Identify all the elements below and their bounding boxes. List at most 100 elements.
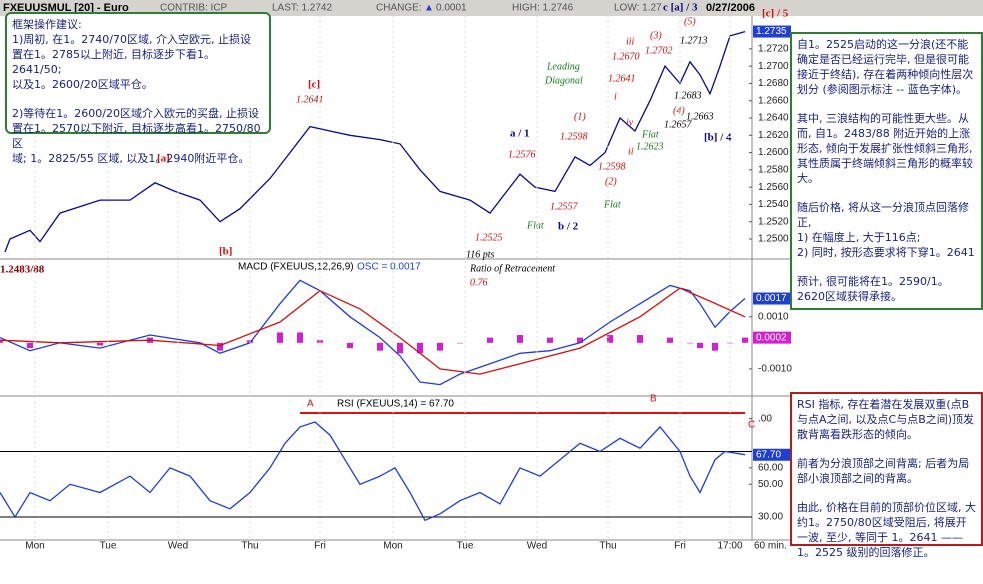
contrib: CONTRIB: ICP (160, 3, 228, 14)
x-axis-label: 60 min. (754, 541, 787, 552)
x-tick-label: Wed (168, 541, 188, 552)
annotation: b / 2 (558, 221, 579, 233)
x-tick-label: Mon (25, 541, 44, 552)
y-tick-label: 1.2680 (758, 78, 789, 89)
note-paragraph: 置在1。2785以上附近, 目标逐步下看1。2641/50; (12, 48, 215, 76)
y-tick-label: 1.2560 (758, 182, 789, 193)
note-paragraph: 以及1。2600/20区域平仓。 (12, 78, 153, 91)
last: LAST: 1.2742 (272, 3, 332, 14)
annotation: [a] (157, 153, 170, 165)
note-paragraph: 其中, 三浪结构的可能性更大些。从而, 自1。2483/88 附近开始的上涨形态… (797, 112, 973, 185)
annotation: [b] (219, 246, 232, 258)
annotation: a / 1 (510, 128, 530, 140)
annotation: iii (626, 36, 635, 47)
x-tick-label: Wed (527, 541, 547, 552)
histogram-bar (457, 342, 463, 344)
annotation: A (307, 399, 314, 410)
x-tick-label: Tue (457, 541, 474, 552)
annotation: Leading (546, 61, 580, 72)
annotation: C (748, 420, 755, 431)
rsi-note: RSI 指标, 存在着潜在发展双重(点B与点A之间, 以及点C与点B之间)顶发散… (790, 392, 983, 559)
value-box-label: 0.0002 (756, 332, 787, 343)
annotation: B (650, 394, 657, 405)
series-line (0, 421, 746, 522)
y-tick-label: 1.2580 (758, 164, 789, 175)
value-box-label: 1.2735 (756, 26, 787, 37)
histogram-bar (697, 342, 703, 349)
note-paragraph: 预计, 很可能将在1。2590/1。2620区域获得承接。 (797, 275, 949, 303)
series-line (4, 30, 746, 253)
histogram-bar (417, 342, 423, 354)
y-tick-label: 30.00 (758, 512, 783, 523)
annotation: 1.2525 (475, 232, 503, 243)
histogram-bar (727, 342, 733, 344)
histogram-bar (487, 337, 493, 343)
annotation: 1.2657 (664, 119, 693, 130)
note-paragraph: 2)等待在1。2600/20区域介入欧元的买盘, 止损设 (12, 107, 259, 120)
histogram-bar (377, 342, 383, 351)
histogram-bar (547, 337, 553, 343)
x-tick-label: Thu (241, 541, 258, 552)
value-box (753, 448, 791, 461)
y-tick-label: 1.2600 (758, 147, 789, 158)
annotation: c [a] / 3 (663, 2, 698, 14)
note-paragraph: 2) 同时, 按形态要求将下穿1。2641 (797, 246, 975, 259)
histogram-bar (712, 342, 718, 351)
annotation: [b] / 4 (704, 132, 732, 144)
annotation: iv (626, 117, 634, 128)
annotation: Flat (526, 220, 544, 231)
annotation: Flat (603, 199, 621, 210)
series-line (0, 279, 746, 386)
note-paragraph: 置在1。2570以下附近, 目标逐步高看1。2750/80区 (12, 122, 261, 150)
change-arrow: ▲ (424, 3, 434, 14)
note-paragraph: RSI 指标, 存在着潜在发展双重(点B与点A之间, 以及点C与点B之间)顶发散… (797, 398, 975, 441)
annotation: 116 pts (466, 249, 495, 260)
annotation: [c] (308, 79, 320, 91)
symbol: FXEUUSMUL [20] - Euro (3, 2, 129, 14)
panel-title: MACD (FXEUUS,12,26,9) (238, 262, 354, 273)
annotation: Flat (641, 129, 659, 140)
value-box-label: 0.0017 (756, 293, 787, 304)
annotation: 1.2702 (645, 45, 673, 56)
annotation: [c] / 5 (762, 8, 789, 20)
histogram-bar (687, 342, 693, 344)
note-paragraph: 域; 1。2825/55 区域, 以及1。2940附近平仓。 (12, 152, 250, 165)
histogram-bar (297, 332, 303, 343)
x-tick-label: Fri (314, 541, 326, 552)
value-box (753, 331, 791, 344)
high: HIGH: 1.2746 (512, 3, 574, 14)
histogram-bar (577, 337, 583, 343)
annotation: 1.2598 (598, 161, 626, 172)
series-line (0, 287, 746, 375)
histogram-bar (97, 342, 103, 346)
histogram-bar (27, 342, 33, 349)
strategy-note: 框架操作建议: 1)周初, 在1。2740/70区域, 介入空欧元, 止损设 置在1… (5, 12, 271, 165)
histogram-bar (347, 342, 353, 349)
y-tick-label: 1.2660 (758, 95, 789, 106)
note-paragraph: 前者为分浪顶部之间背离; 后者为局部小浪顶部之间的背离。 (797, 457, 970, 485)
annotation: 1.2483/88 (0, 264, 45, 276)
histogram-bar (517, 335, 523, 343)
note-paragraph: 由此, 价格在目前的顶部价位区域, 大约1。2750/80区域受阻后, 将展开一… (797, 501, 976, 559)
annotation: 1.2557 (550, 201, 579, 212)
panel-subtitle: OSC = 0.0017 (357, 262, 421, 273)
histogram-bar (742, 337, 748, 343)
change-value: 0.0001 (436, 3, 467, 14)
annotation: 1.2598 (560, 131, 588, 142)
note-paragraph: 1) 在幅度上, 大于116点; (797, 231, 921, 244)
y-tick-label: .00 (758, 413, 772, 424)
annotation: 1.2623 (636, 141, 664, 152)
annotation: (4) (673, 105, 685, 116)
y-tick-label: 1.2620 (758, 130, 789, 141)
x-tick-label: 17:00 (717, 541, 742, 552)
y-tick-label: 1.2720 (758, 43, 789, 54)
x-tick-label: Thu (599, 541, 616, 552)
histogram-bar (277, 332, 283, 343)
y-tick-label: 50.00 (758, 479, 783, 490)
wave-note: 自1。2525启动的这一分浪(还不能确定是否已经运行完毕, 但是很可能接近于终结… (790, 32, 983, 310)
y-tick-label: 1.2700 (758, 61, 789, 72)
histogram-bar (607, 335, 613, 343)
histogram-bar (437, 342, 443, 351)
note-paragraph: 随后价格, 将从这一分浪顶点回落修正, (797, 201, 969, 229)
